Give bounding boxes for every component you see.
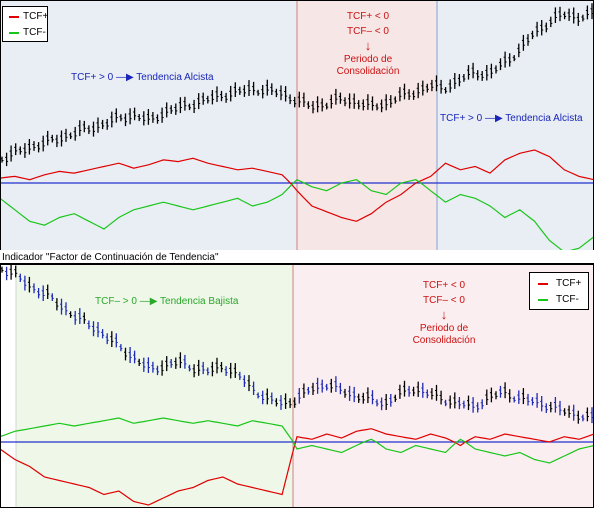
bottom-consolidation-line3: Periodo de	[419, 323, 469, 334]
top-consolidation-note: TCF+ < 0 TCF– < 0 ↓ Periodo de Consolida…	[318, 11, 418, 78]
top-zone-trend-background	[0, 0, 297, 262]
tcf-minus-swatch	[538, 299, 548, 301]
indicator-caption: Indicador "Factor de Continuación de Ten…	[2, 252, 219, 263]
top-legend: TCF+ TCF-	[2, 6, 48, 42]
tcf-minus-label: TCF-	[23, 27, 46, 38]
tcf-plus-swatch	[9, 16, 19, 18]
bottom-series-tcf-minus	[0, 417, 594, 464]
bottom-series-tcf-plus	[0, 428, 594, 506]
top-consolidation-line3: Periodo de	[343, 54, 393, 65]
bottom-annotation-left: TCF– > 0 —▶ Tendencia Bajista	[95, 296, 239, 307]
bottom-legend-item-tcf-minus: TCF-	[530, 293, 588, 307]
bottom-consolidation-note: TCF+ < 0 TCF– < 0 ↓ Periodo de Consolida…	[394, 280, 494, 347]
top-consolidation-arrow-icon: ↓	[364, 38, 372, 53]
top-consolidation-line4: Consolidación	[336, 66, 400, 77]
tcf-plus-label: TCF+	[556, 278, 582, 289]
bottom-consolidation-arrow-icon: ↓	[440, 307, 448, 322]
top-annotation-left: TCF+ > 0 —▶ Tendencia Alcista	[71, 72, 214, 83]
caption-strip	[0, 250, 594, 263]
bottom-consolidation-line4: Consolidación	[412, 335, 476, 346]
bottom-consolidation-line2: TCF– < 0	[423, 295, 465, 306]
top-zone-consolidation-background	[297, 0, 437, 262]
bottom-zone-trend-background	[16, 264, 293, 508]
tcf-plus-swatch	[538, 283, 548, 285]
bottom-consolidation-line1: TCF+ < 0	[422, 280, 466, 291]
bottom-legend: TCF+ TCF-	[529, 272, 589, 310]
top-annotation-right: TCF+ > 0 —▶ Tendencia Alcista	[440, 113, 583, 124]
tcf-plus-label: TCF+	[23, 11, 49, 22]
tcf-minus-swatch	[9, 32, 19, 34]
top-legend-item-tcf-minus: TCF-	[3, 26, 47, 40]
tcf-minus-label: TCF-	[556, 294, 579, 305]
top-consolidation-line2: TCF– < 0	[347, 26, 389, 37]
top-legend-item-tcf-plus: TCF+	[3, 10, 49, 24]
top-zone-trend-background	[437, 0, 594, 262]
top-consolidation-line1: TCF+ < 0	[346, 11, 390, 22]
top-series-tcf-minus	[0, 178, 594, 253]
bottom-legend-item-tcf-plus: TCF+	[530, 277, 588, 291]
top-series-tcf-plus	[0, 149, 594, 222]
